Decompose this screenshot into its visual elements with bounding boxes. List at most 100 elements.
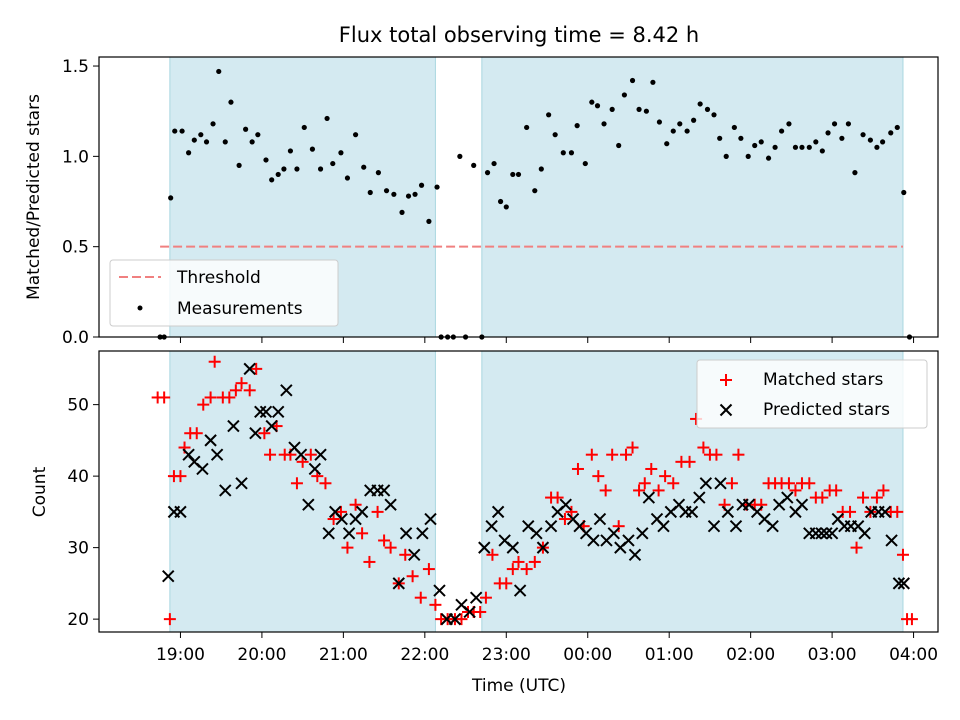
- matched-point: [551, 491, 564, 504]
- measurement-point: [792, 144, 799, 150]
- measurement-point: [510, 171, 516, 178]
- measurement-point: [616, 142, 622, 149]
- legend-measurements-label: Measurements: [177, 299, 303, 319]
- measurement-point: [643, 108, 649, 114]
- matched-point: [258, 427, 271, 440]
- matched-point: [429, 598, 442, 611]
- measurement-point: [845, 121, 851, 127]
- matched-point: [850, 541, 863, 554]
- predicted-point: [408, 548, 421, 561]
- matched-point: [474, 605, 487, 618]
- predicted-point: [302, 498, 315, 511]
- predicted-point: [227, 419, 240, 433]
- measurement-point: [825, 130, 831, 136]
- matched-point: [683, 455, 696, 468]
- measurement-point: [491, 160, 497, 167]
- measurement-point: [546, 112, 552, 118]
- matched-point: [334, 505, 347, 518]
- measurement-point: [405, 193, 412, 199]
- measurement-point: [249, 139, 255, 145]
- count-legend: Matched stars Predicted stars: [696, 359, 928, 429]
- measurement-point: [677, 121, 683, 127]
- measurement-point: [532, 188, 538, 194]
- matched-point: [520, 563, 533, 576]
- predicted-point: [322, 527, 335, 540]
- predicted-point: [657, 519, 670, 533]
- predicted-point: [265, 419, 278, 433]
- ratio-panel-frame: [98, 56, 939, 338]
- measurement-point: [191, 137, 197, 143]
- matched-point: [803, 477, 816, 490]
- matched-point: [592, 470, 605, 483]
- matched-point: [384, 541, 397, 554]
- measurement-point: [594, 103, 601, 109]
- predicted-point: [463, 605, 476, 619]
- legend-predicted-label: Predicted stars: [763, 400, 890, 420]
- matched-point: [782, 477, 795, 490]
- predicted-point: [335, 512, 348, 526]
- matched-point: [816, 491, 829, 504]
- measurement-point: [765, 155, 772, 161]
- measurement-point: [216, 68, 222, 75]
- predicted-point: [766, 519, 779, 533]
- matched-point: [163, 613, 176, 626]
- measurement-point: [375, 170, 381, 176]
- measurement-point: [772, 144, 778, 150]
- matched-point: [327, 513, 340, 526]
- matched-point: [528, 555, 541, 568]
- measurement-point: [691, 117, 697, 123]
- measurement-point: [317, 166, 324, 172]
- x-tick-label: 20:00: [237, 645, 286, 665]
- predicted-point: [162, 570, 175, 583]
- predicted-point: [699, 477, 713, 490]
- measurement-point: [888, 130, 894, 136]
- measurement-point: [361, 164, 367, 170]
- matched-point: [506, 563, 519, 576]
- measurement-point: [704, 106, 711, 112]
- legend-measurements-swatch: [137, 305, 143, 311]
- measurement-point: [650, 79, 656, 85]
- y-tick-label: 50: [67, 396, 89, 416]
- predicted-point: [685, 505, 699, 519]
- predicted-point: [707, 519, 721, 533]
- measurement-point: [731, 124, 737, 131]
- measurement-point: [412, 191, 418, 197]
- predicted-point: [693, 491, 706, 504]
- matched-point: [304, 448, 317, 461]
- measurement-point: [301, 124, 307, 131]
- measurement-point: [786, 121, 792, 127]
- matched-point: [620, 448, 633, 461]
- matched-point: [870, 491, 883, 504]
- predicted-point: [355, 505, 369, 519]
- matched-point: [158, 391, 171, 404]
- predicted-point: [478, 541, 491, 554]
- measurement-point: [255, 132, 261, 138]
- predicted-point: [485, 519, 498, 533]
- y-tick-label: 0.5: [62, 238, 89, 258]
- matched-point: [235, 377, 248, 390]
- measurement-point: [344, 175, 351, 181]
- measurement-point: [601, 121, 607, 127]
- measurement-point: [168, 195, 174, 201]
- matched-point: [606, 448, 619, 461]
- matched-point: [512, 555, 525, 568]
- predicted-point: [271, 405, 285, 418]
- observing-window: [481, 56, 904, 338]
- x-tick-label: 00:00: [563, 645, 612, 665]
- matched-point: [844, 505, 857, 518]
- x-tick-label: 03:00: [808, 645, 857, 665]
- measurement-point: [852, 170, 858, 176]
- measurement-point: [779, 128, 785, 134]
- predicted-point: [544, 519, 558, 533]
- predicted-point: [384, 498, 397, 511]
- predicted-point: [622, 534, 635, 547]
- count-y-axis-label: Count: [30, 466, 50, 517]
- predicted-point: [314, 448, 327, 461]
- count-panel: 19:00 20:00 21:00 22:00 23:00 00:00 01:00 02:00…: [30, 350, 939, 696]
- predicted-point: [820, 527, 833, 540]
- measurement-point: [198, 132, 204, 138]
- predicted-point: [308, 462, 322, 476]
- measurement-point: [263, 157, 269, 163]
- measurement-point: [819, 148, 825, 154]
- measurement-point: [367, 189, 373, 196]
